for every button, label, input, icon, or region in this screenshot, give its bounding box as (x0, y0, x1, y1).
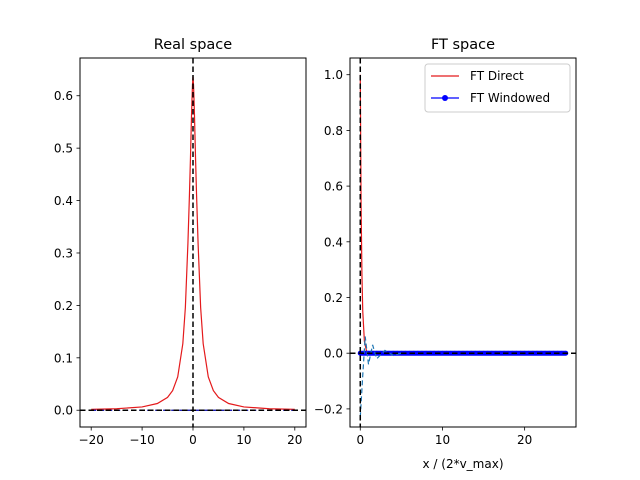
ft-space-x-axis-label: x / (2*v_max) (422, 457, 503, 471)
ft-space-series-2-line (359, 336, 402, 418)
ft-space-y-tick-label: 0.0 (324, 347, 343, 361)
real-space-y-tick-label: 0.2 (54, 299, 73, 313)
ft-space-y-tick-label: 0.2 (324, 291, 343, 305)
ft-space-series-ft-windowed-marker (473, 350, 478, 356)
ft-space-y-tick-label: 0.8 (324, 124, 343, 138)
real-space-panel: Real space −20 −10 0 10 20 0.00.10.20.30.40.… (54, 37, 307, 447)
legend-marker-ft-windowed (442, 95, 448, 101)
real-space-y-tick-label: 0.0 (54, 404, 73, 418)
ft-space-series-ft-windowed-marker (551, 350, 556, 356)
ft-space-y-tick-label: −0.2 (314, 402, 343, 416)
ft-space-x-tick-label: 10 (435, 433, 450, 447)
ft-space-x-tick-label: 0 (356, 433, 364, 447)
legend-frame (424, 63, 571, 113)
real-space-x-tick-label: 20 (287, 433, 302, 447)
real-space-y-tick-label: 0.6 (54, 89, 73, 103)
real-space-y-tick-label: 0.3 (54, 246, 73, 260)
ft-space-axes-frame (349, 57, 577, 428)
ft-space-series-ft-windowed-marker (534, 350, 540, 356)
ft-space-series-ft-windowed-marker (448, 350, 453, 356)
real-space-y-tick-label: 0.1 (54, 351, 73, 365)
ft-space-title: FT space (431, 37, 495, 53)
ft-space-series-ft-windowed-marker (559, 350, 564, 356)
ft-space-series-ft-windowed-marker (489, 350, 495, 356)
ft-space-legend: FT Direct FT Windowed (424, 63, 571, 113)
real-space-y-ticks: 0.0 0.1 0.2 0.3 0.4 0.5 0.6 (54, 89, 80, 418)
ft-space-series-ft-windowed-marker (440, 350, 445, 356)
ft-space-x-ticks: 0 10 20 (356, 427, 532, 447)
ft-space-series-ft-windowed-marker (481, 350, 486, 356)
ft-space-series-ft-windowed-marker (456, 350, 462, 356)
legend-label-ft-direct: FT Direct (470, 69, 524, 83)
real-space-y-tick-label: 0.5 (54, 142, 73, 156)
ft-space-series-ft-windowed-marker (542, 350, 548, 356)
real-space-x-tick-label: −20 (79, 433, 104, 447)
ft-space-x-tick-label: 20 (517, 433, 532, 447)
legend-label-ft-windowed: FT Windowed (470, 91, 550, 105)
real-space-axes-frame (79, 57, 307, 428)
ft-space-reference-lines (350, 58, 576, 427)
real-space-x-tick-label: −10 (129, 433, 154, 447)
real-space-title: Real space (154, 37, 232, 53)
real-space-x-ticks: −20 −10 0 10 20 (79, 427, 302, 447)
ft-space-series-ft-windowed-marker (464, 350, 470, 356)
ft-space-series-ft-windowed-marker (423, 350, 429, 356)
real-space-x-tick-label: 0 (189, 433, 197, 447)
ft-space-series-ft-windowed-marker (431, 350, 437, 356)
ft-space-y-ticks: −0.2 0.0 0.2 0.4 0.6 0.8 1.0 (314, 68, 350, 416)
ft-space-y-tick-label: 1.0 (324, 68, 343, 82)
ft-space-y-tick-label: 0.4 (324, 235, 343, 249)
ft-space-panel: FT space 0 10 20 −0.2 0.0 0.2 0.4 0.6 0.8 1.0 x … (314, 37, 577, 471)
ft-space-y-tick-label: 0.6 (324, 180, 343, 194)
real-space-reference-lines (80, 58, 306, 427)
ft-space-series-ft-windowed-marker (415, 350, 421, 356)
real-space-y-tick-label: 0.4 (54, 194, 73, 208)
real-space-x-tick-label: 10 (236, 433, 251, 447)
